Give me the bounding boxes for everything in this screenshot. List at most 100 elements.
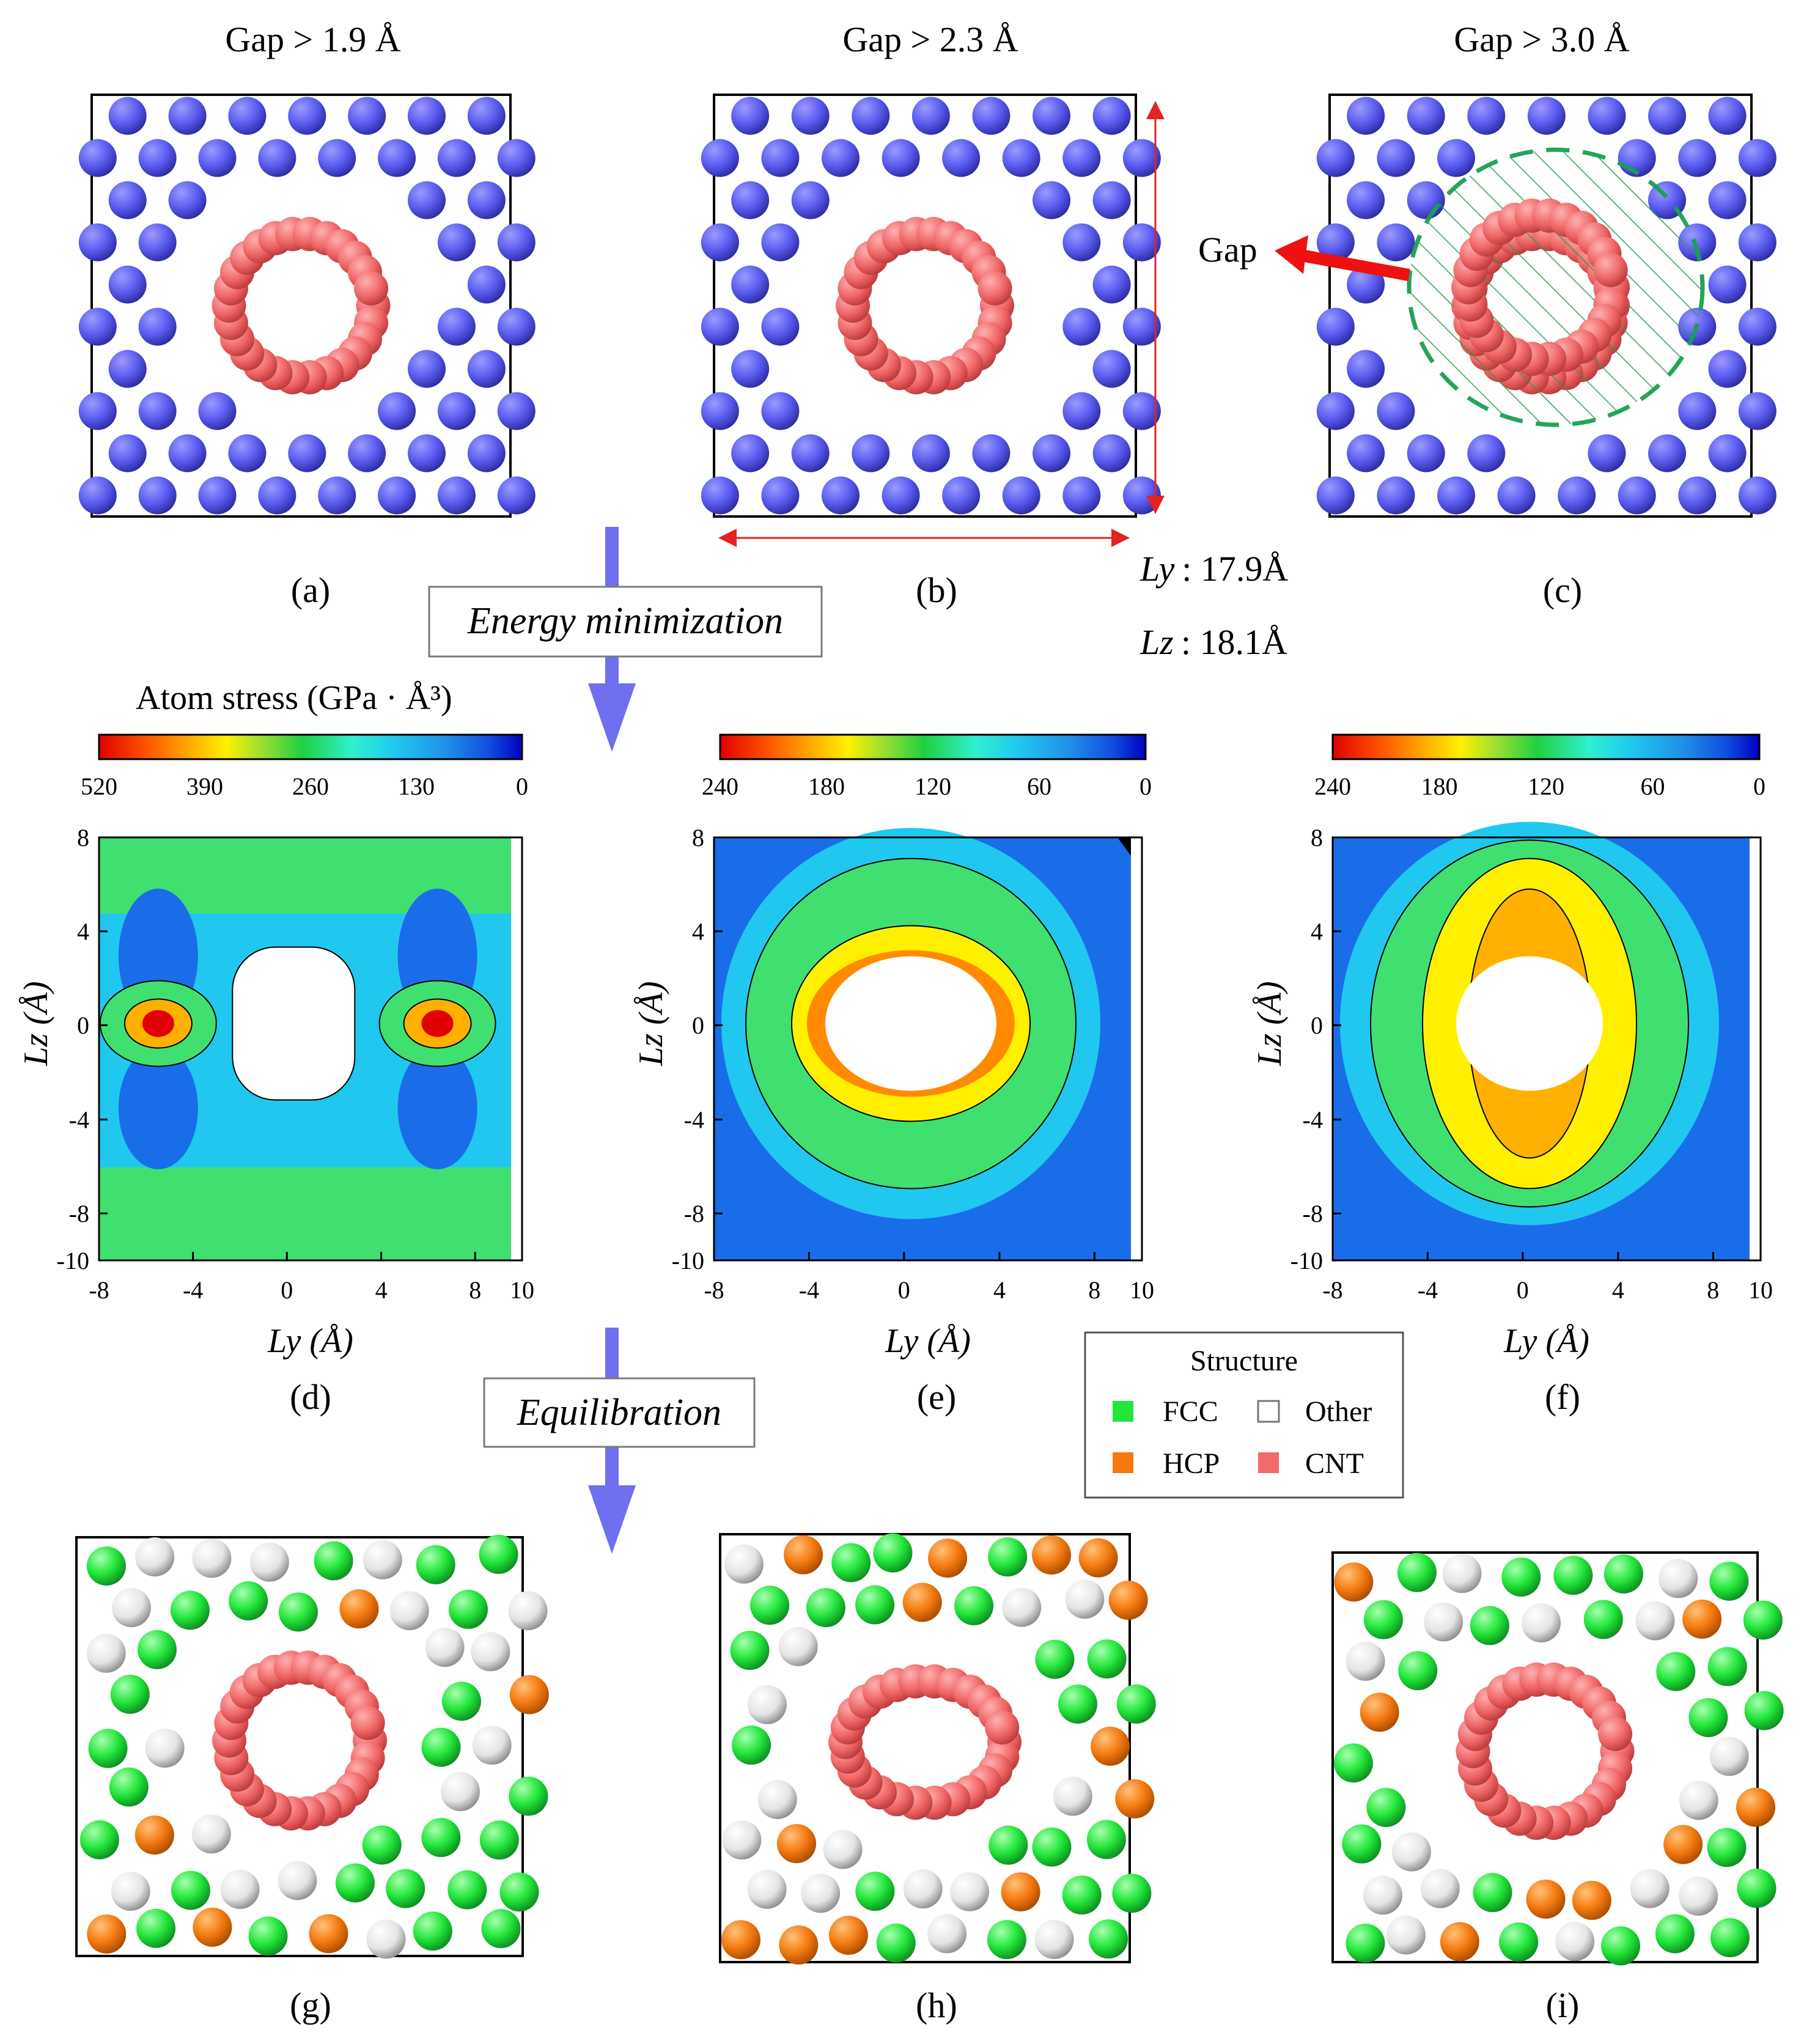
metal-atom — [108, 97, 147, 135]
caption-d: (d) — [290, 1377, 331, 1417]
metal-atom — [1062, 307, 1101, 346]
metal-atom — [467, 265, 506, 304]
hcp-atom — [1108, 1581, 1148, 1620]
metal-atom — [1708, 97, 1747, 135]
plot-edge — [511, 837, 522, 1260]
metal-atom — [852, 97, 890, 135]
y-tick-label: -8 — [69, 1200, 89, 1227]
other-atom — [722, 1820, 762, 1860]
fcc-atom — [413, 1911, 452, 1951]
metal-atom — [288, 434, 326, 472]
metal-atom — [1467, 434, 1506, 472]
fcc-atom — [248, 1916, 288, 1956]
fcc-atom — [1363, 1600, 1403, 1639]
legend-label-cnt: CNT — [1305, 1447, 1364, 1480]
other-atom — [192, 1539, 232, 1578]
x-tick-label: -4 — [183, 1276, 203, 1304]
fcc-atom — [86, 1546, 126, 1586]
fcc-atom — [855, 1872, 895, 1911]
metal-atom — [1316, 223, 1355, 262]
metal-atom — [408, 434, 446, 472]
y-tick-label: 4 — [1311, 918, 1323, 946]
top-row: Gap > 1.9 Å Gap > 2.3 Å Gap > 3.0 Å Gap … — [78, 20, 1776, 662]
box-dimensions: Ly: 17.9Å Lz: 18.1Å — [1139, 549, 1288, 662]
cnt-atom — [1593, 252, 1628, 287]
other-atom — [135, 1537, 175, 1577]
metal-atom — [1377, 476, 1415, 515]
atom-panel-b — [701, 94, 1161, 518]
other-atom — [1363, 1875, 1402, 1915]
metal-atom — [761, 307, 800, 346]
fcc-atom — [750, 1586, 790, 1625]
fcc-atom — [386, 1869, 425, 1908]
metal-atom — [1092, 265, 1131, 304]
fcc-atom — [1688, 1697, 1728, 1737]
gap-arrow — [1275, 235, 1410, 281]
fcc-atom — [876, 1923, 916, 1963]
metal-atom — [1738, 476, 1776, 515]
lz-value: : 18.1Å — [1181, 622, 1287, 662]
metal-atom — [791, 97, 830, 135]
metal-atom — [1437, 476, 1475, 515]
hcp-atom — [928, 1539, 968, 1578]
x-tick-label: 10 — [1748, 1276, 1773, 1304]
colorbar-tick-label: 520 — [81, 773, 117, 800]
metal-atom — [1708, 265, 1747, 304]
fcc-atom — [831, 1543, 871, 1583]
metal-atom — [1708, 350, 1747, 388]
hcp-atom — [1682, 1599, 1722, 1639]
other-atom — [1679, 1781, 1718, 1820]
hcp-atom — [193, 1907, 232, 1947]
metal-atom — [78, 392, 117, 430]
y-tick-label: 0 — [1311, 1012, 1323, 1039]
metal-atom — [701, 476, 739, 515]
gap-label-b: Gap > 2.3 Å — [842, 20, 1018, 59]
x-axis-label: Ly (Å) — [885, 1322, 971, 1360]
plot-frame — [713, 836, 1143, 1262]
other-atom — [508, 1591, 548, 1631]
metal-atom — [1347, 434, 1385, 472]
metal-atom — [1467, 97, 1506, 135]
metal-atom — [1002, 476, 1040, 515]
metal-atom — [1437, 139, 1475, 177]
metal-atom — [1092, 181, 1131, 219]
metal-atom — [1062, 139, 1101, 177]
metal-atom — [1092, 434, 1131, 472]
metal-atom — [258, 139, 296, 177]
gap-annotation-label: Gap — [1198, 230, 1257, 270]
y-tick-label: 4 — [77, 918, 89, 946]
x-tick-label: -4 — [799, 1276, 819, 1304]
caption-g: (g) — [290, 1985, 331, 2025]
gap-region-annotation — [1407, 147, 1705, 427]
metal-atom — [882, 476, 920, 515]
fcc-atom — [1709, 1561, 1749, 1601]
fcc-atom — [1333, 1743, 1373, 1783]
x-tick-label: -8 — [89, 1276, 109, 1304]
hcp-atom — [777, 1824, 817, 1864]
caption-c: (c) — [1543, 570, 1582, 610]
metal-atom — [318, 139, 356, 177]
metal-atom — [138, 223, 177, 262]
other-atom — [1630, 1869, 1670, 1908]
other-atom — [389, 1591, 429, 1631]
atom-panel-a — [78, 94, 536, 518]
caption-e: (e) — [917, 1377, 956, 1417]
gap-label-a: Gap > 1.9 Å — [225, 20, 400, 59]
other-atom — [220, 1870, 260, 1910]
metal-atom — [1588, 97, 1626, 135]
metal-atom — [497, 392, 536, 430]
metal-atom — [1377, 139, 1415, 177]
fcc-atom — [989, 1825, 1028, 1865]
colorbar-tick-label: 130 — [398, 773, 435, 800]
fcc-atom — [88, 1729, 128, 1768]
equilibration-label: Equilibration — [517, 1392, 721, 1433]
fcc-atom — [362, 1825, 402, 1865]
fcc-atom — [1473, 1873, 1512, 1913]
x-tick-label: 8 — [469, 1276, 481, 1304]
x-tick-label: 4 — [375, 1276, 388, 1304]
other-atom — [1424, 1602, 1463, 1642]
fcc-atom — [806, 1588, 845, 1628]
metal-atom — [1558, 476, 1596, 515]
metal-atom — [1738, 223, 1776, 262]
hcp-atom — [339, 1589, 379, 1629]
